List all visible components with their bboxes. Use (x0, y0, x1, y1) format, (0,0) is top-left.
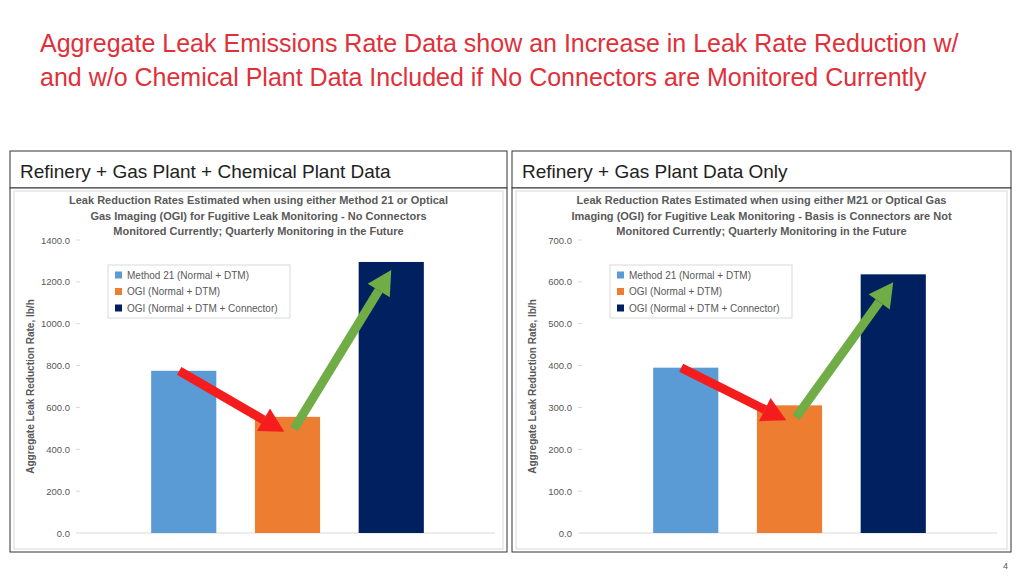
legend-swatch (115, 305, 122, 312)
y-tick-label: 400.0 (548, 360, 572, 371)
legend-label: Method 21 (Normal + DTM) (629, 270, 751, 281)
legend-label: OGI (Normal + DTM) (127, 286, 220, 297)
y-tick-label: 700.0 (548, 235, 572, 246)
y-tick-label: 300.0 (548, 402, 572, 413)
arrow-head (257, 409, 284, 432)
arrow-head (869, 282, 894, 309)
panel-heading-box (512, 151, 1011, 188)
bar (151, 371, 216, 533)
chart-frame (516, 191, 1007, 549)
text-line: and w/o Chemical Plant Data Included if … (40, 63, 927, 91)
y-tick (578, 449, 582, 450)
text-line: Imaging (OGI) for Fugitive Leak Monitori… (571, 210, 951, 222)
legend-swatch (115, 272, 122, 279)
legend-box (108, 265, 290, 318)
arrow-head (759, 398, 786, 421)
slide-title: Aggregate Leak Emissions Rate Data show … (40, 29, 959, 91)
y-tick (76, 365, 80, 366)
legend-label: OGI (Normal + DTM + Connector) (629, 303, 780, 314)
slide: Aggregate Leak Emissions Rate Data show … (0, 0, 1024, 576)
y-tick (578, 365, 582, 366)
text-line: Leak Reduction Rates Estimated when usin… (69, 194, 448, 206)
y-tick (76, 407, 80, 408)
arrow-shaft (294, 290, 379, 428)
y-tick-label: 1200.0 (41, 276, 70, 287)
y-tick-label: 600.0 (548, 276, 572, 287)
y-tick (578, 323, 582, 324)
y-tick (578, 240, 582, 241)
chart-title: Leak Reduction Rates Estimated when usin… (571, 194, 951, 237)
y-axis-label: Aggregate Leak Reduction Rate, lb/h (25, 299, 36, 473)
bar (757, 405, 822, 533)
y-tick (578, 407, 582, 408)
y-tick-label: 400.0 (46, 444, 70, 455)
y-tick (76, 323, 80, 324)
y-tick-label: 200.0 (46, 486, 70, 497)
panel-heading-box (10, 151, 507, 188)
y-tick (76, 491, 80, 492)
page-number: 4 (1003, 561, 1008, 571)
bar (255, 417, 320, 533)
y-tick (76, 449, 80, 450)
panel-frame (512, 188, 1011, 552)
y-tick-label: 500.0 (548, 318, 572, 329)
arrow-shaft (796, 302, 879, 418)
legend-label: Method 21 (Normal + DTM) (127, 270, 249, 281)
y-tick-label: 200.0 (548, 444, 572, 455)
arrow-shaft (179, 371, 263, 420)
legend-swatch (115, 288, 122, 295)
legend-box (610, 265, 792, 318)
y-tick-label: 1000.0 (41, 318, 70, 329)
text-line: Gas Imaging (OGI) for Fugitive Leak Moni… (90, 210, 426, 222)
y-tick (578, 533, 582, 534)
panel-heading: Refinery + Gas Plant Data Only (522, 161, 788, 182)
y-tick (578, 491, 582, 492)
y-tick (76, 240, 80, 241)
arrow-shaft (681, 368, 765, 410)
text-line: Leak Reduction Rates Estimated when usin… (577, 194, 947, 206)
y-tick-label: 800.0 (46, 360, 70, 371)
text-line: Monitored Currently; Quarterly Monitorin… (616, 225, 906, 237)
text-line: Monitored Currently; Quarterly Monitorin… (113, 225, 403, 237)
legend-swatch (617, 305, 624, 312)
legend-swatch (617, 272, 624, 279)
y-tick-label: 600.0 (46, 402, 70, 413)
legend-swatch (617, 288, 624, 295)
chart-frame (14, 191, 503, 549)
y-tick-label: 0.0 (57, 528, 70, 539)
legend-label: OGI (Normal + DTM) (629, 286, 722, 297)
arrow-head (368, 270, 392, 297)
y-axis-label: Aggregate Leak Reduction Rate, lb/h (527, 299, 538, 473)
legend-label: OGI (Normal + DTM + Connector) (127, 303, 278, 314)
bar (653, 368, 718, 533)
panel-frame (10, 188, 507, 552)
y-tick-label: 1400.0 (41, 235, 70, 246)
panel-heading: Refinery + Gas Plant + Chemical Plant Da… (20, 161, 391, 182)
y-tick-label: 0.0 (559, 528, 572, 539)
chart-title: Leak Reduction Rates Estimated when usin… (69, 194, 448, 237)
text-line: Aggregate Leak Emissions Rate Data show … (40, 29, 959, 57)
y-tick (76, 533, 80, 534)
y-tick (578, 281, 582, 282)
y-tick-label: 100.0 (548, 486, 572, 497)
y-tick (76, 281, 80, 282)
